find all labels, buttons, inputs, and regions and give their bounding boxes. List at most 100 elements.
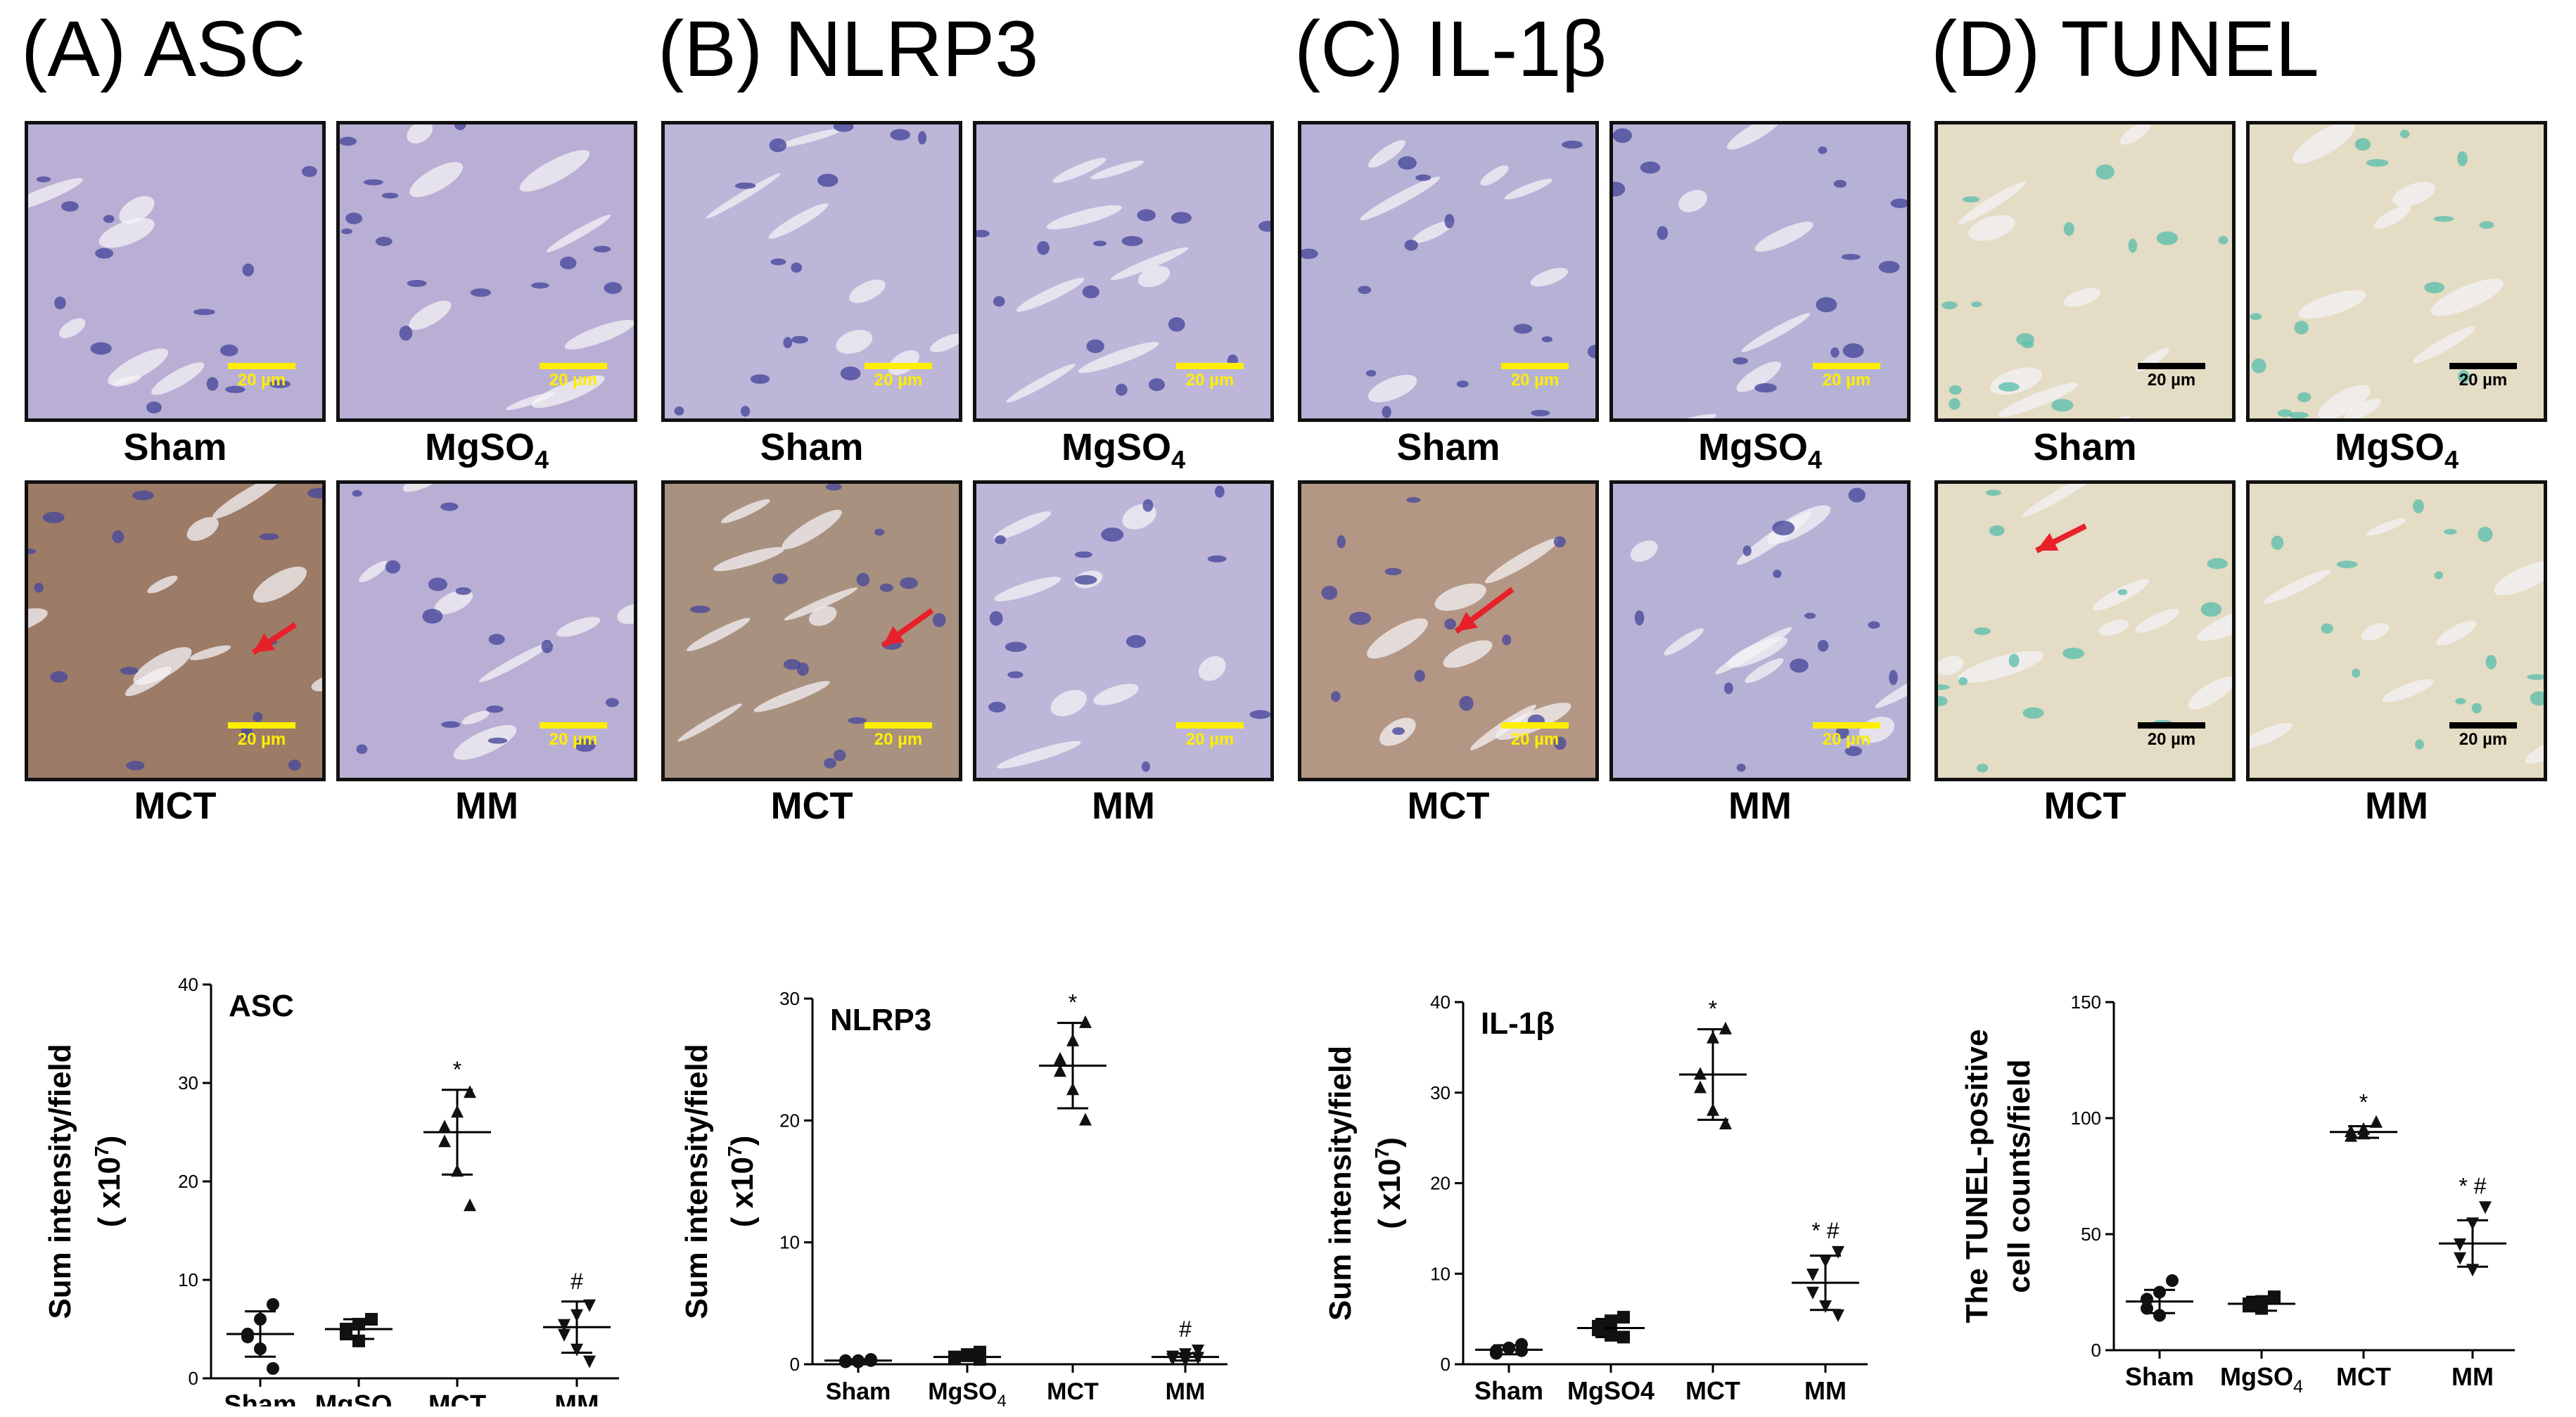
micrograph-asc-sham: 20 µm [25,121,326,422]
micrograph-caption-mm: MM [2365,785,2428,827]
data-point [2255,1302,2268,1315]
scale-bar-label: 20 µm [2459,730,2508,749]
x-tick-label: MgSO4 [315,1390,403,1406]
data-point [1592,1323,1605,1337]
scale-bar: 20 µm [1176,722,1244,750]
data-point [352,1334,365,1347]
scale-bar-label: 20 µm [1822,730,1871,749]
scale-bar: 20 µm [540,363,607,390]
data-point [2153,1309,2166,1322]
micrograph-asc-mct: 20 µm [25,480,326,781]
micrograph-asc-mm: 20 µm [336,480,637,781]
y-tick-label: 0 [1441,1354,1450,1375]
y-axis-unit-label: ( x107) [1371,1137,1407,1229]
y-tick-label: 40 [178,974,198,995]
chart-nlrp3: 0 10 20 30 Sham MgSO4 MCT MM NLRP3 Sum intensity/… [680,988,1228,1406]
data-point [241,1331,254,1344]
data-point [1066,1033,1079,1046]
data-point [583,1299,596,1312]
scale-bar: 20 µm [1176,363,1244,390]
data-point [2141,1293,2153,1306]
y-axis-label: Sum intensity/field [680,1044,714,1319]
data-point [1054,1064,1066,1077]
micrograph-texture [1938,484,2232,778]
micrograph-texture [976,124,1270,418]
y-tick-label: 100 [2071,1108,2101,1129]
scale-bar-label: 20 µm [874,730,923,749]
micrograph-tunel-mgso4: 20 µm [2246,121,2547,422]
scale-bar-label: 20 µm [237,371,286,390]
x-tick-label: MCT [1685,1376,1740,1405]
data-point [558,1319,570,1332]
red-arrow-icon [251,622,298,655]
y-tick-label: 0 [790,1354,800,1375]
data-point [267,1298,279,1311]
data-point [352,1318,365,1331]
scale-bar-label: 20 µm [2459,371,2508,390]
micrograph-tunel-sham: 20 µm [1934,121,2236,422]
y-tick-label: 20 [1430,1173,1450,1194]
chart-title: IL-1β [1481,1006,1555,1041]
data-point [1192,1345,1204,1357]
micrograph-texture [1938,124,2232,418]
data-point [1719,1021,1732,1034]
micrograph-texture [340,484,634,778]
scale-bar-label: 20 µm [549,371,598,390]
data-point [254,1342,267,1355]
scale-bar: 20 µm [1501,363,1569,390]
chart-title: NLRP3 [830,1003,931,1037]
micrograph-caption-mgso4: MgSO4 [1061,426,1186,474]
significance-marker: * [453,1057,461,1082]
data-point [961,1349,974,1362]
micrograph-il1b-mgso4: 20 µm [1609,121,1911,422]
data-point [365,1313,378,1326]
x-tick-label: Sham [826,1378,891,1405]
micrograph-caption-sham: Sham [123,426,227,468]
micrograph-texture [2250,124,2544,418]
micrograph-nlrp3-mgso4: 20 µm [973,121,1274,422]
micrograph-caption-mgso4: MgSO4 [1697,426,1823,474]
y-tick-label: 10 [178,1269,198,1290]
data-point [438,1134,451,1148]
data-point [2153,1285,2166,1299]
micrograph-nlrp3-mct: 20 µm [661,480,962,781]
y-axis-unit-label: ( x107) [724,1136,760,1228]
data-point [1806,1269,1819,1282]
chart-il1b: 0 10 20 30 40 Sham MgSO4 MCT MM IL-1β Sum intensit… [1323,992,1868,1405]
y-axis-label: The TUNEL-positive [1960,1029,1994,1323]
scale-bar: 20 µm [228,363,295,390]
data-point [2454,1238,2466,1251]
micrograph-il1b-mm: 20 µm [1609,480,1911,781]
data-point [1515,1344,1528,1357]
y-tick-label: 10 [1430,1263,1450,1284]
x-tick-label: MCT [2336,1362,2391,1391]
significance-marker: * [1069,990,1077,1015]
micrograph-texture [976,484,1270,778]
micrograph-caption-sham: Sham [2033,426,2137,468]
micrograph-texture [665,124,959,418]
data-point [570,1309,583,1322]
micrograph-texture [665,484,959,778]
data-point [254,1313,267,1326]
micrograph-il1b-sham: 20 µm [1298,121,1599,422]
data-point [1707,1103,1719,1116]
y-tick-label: 10 [779,1232,800,1253]
data-point [1490,1347,1503,1360]
red-arrow-icon [1454,586,1515,634]
y-tick-label: 50 [2081,1224,2101,1245]
scale-bar-label: 20 µm [549,730,598,749]
micrograph-texture [1613,484,1907,778]
data-point [1617,1331,1630,1344]
data-point [1832,1309,1844,1322]
data-point [852,1355,865,1368]
y-tick-label: 20 [779,1110,800,1131]
scale-bar: 20 µm [865,722,932,750]
y-tick-label: 30 [178,1072,198,1094]
data-point [267,1362,279,1375]
data-point [464,1085,476,1098]
scale-bar: 20 µm [2449,722,2517,750]
data-point [451,1164,464,1177]
panel-title-nlrp3: (B) NLRP3 [658,5,1039,93]
data-point [1054,1051,1066,1065]
data-point [1179,1354,1192,1367]
